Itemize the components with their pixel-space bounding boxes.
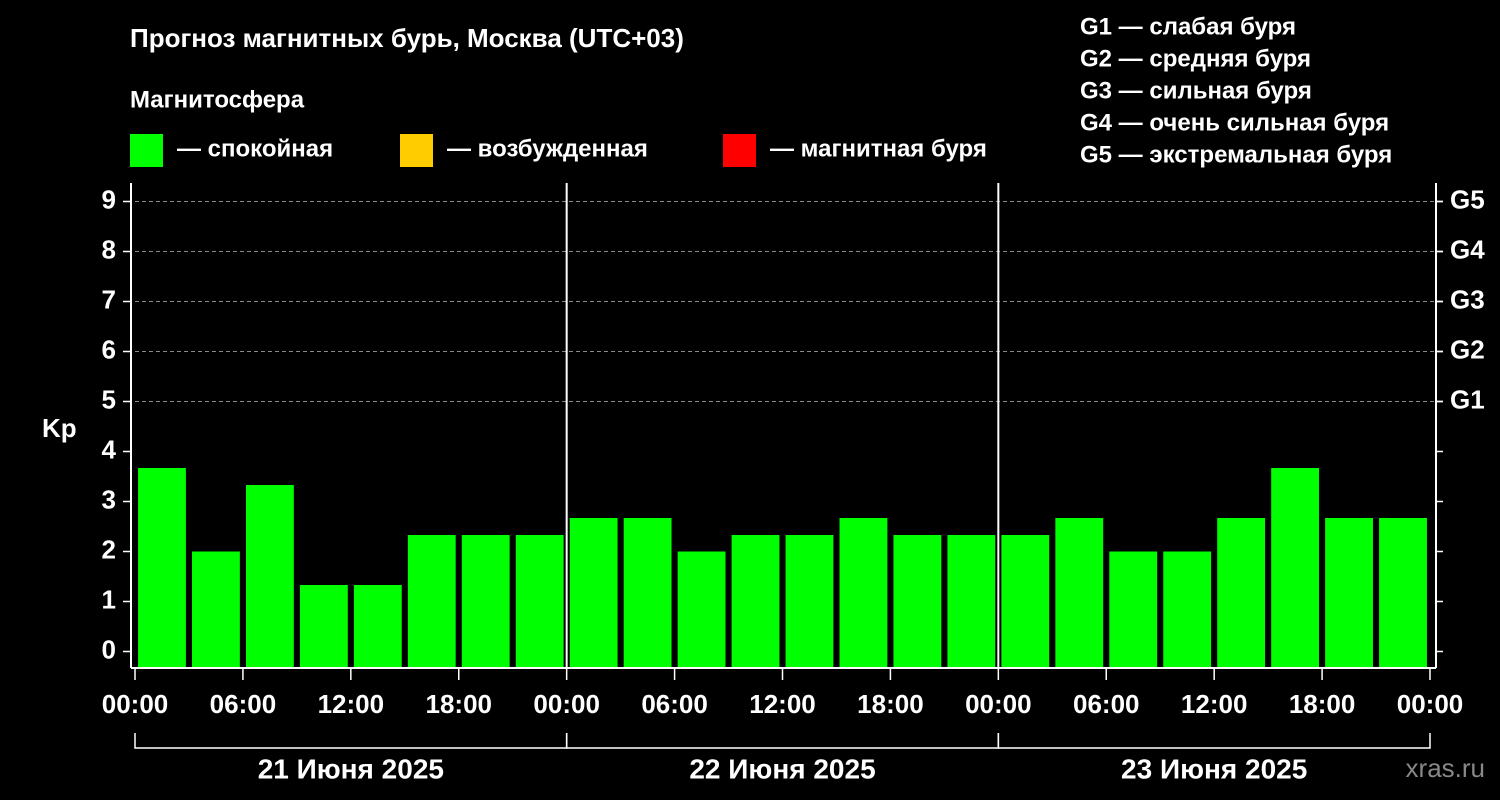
bar xyxy=(1325,518,1373,668)
bar xyxy=(407,535,456,668)
bar xyxy=(245,485,294,668)
x-tick-label: 18:00 xyxy=(1289,689,1356,719)
y-tick-label: 9 xyxy=(102,184,116,214)
bar xyxy=(461,535,510,668)
y-tick-label: 3 xyxy=(102,484,116,514)
bar xyxy=(893,535,942,668)
bar xyxy=(731,535,780,668)
legend-label: — возбужденная xyxy=(447,135,648,162)
bar xyxy=(839,518,888,668)
day-bracket xyxy=(997,733,1431,749)
bar xyxy=(192,551,240,668)
x-tick-label: 00:00 xyxy=(102,689,169,719)
day-label: 21 Июня 2025 xyxy=(258,753,444,784)
y-tick-label: 8 xyxy=(102,234,116,264)
x-tick-label: 12:00 xyxy=(1181,689,1248,719)
x-tick-label: 18:00 xyxy=(857,689,924,719)
bar xyxy=(677,551,726,668)
day-label: 23 Июня 2025 xyxy=(1121,753,1307,784)
bar xyxy=(569,518,618,668)
bar xyxy=(1217,518,1266,668)
g-scale-label: G4 — очень сильная буря xyxy=(1080,109,1389,136)
legend-swatch xyxy=(130,134,163,167)
y-tick-label: 4 xyxy=(102,434,117,464)
x-tick-label: 06:00 xyxy=(641,689,708,719)
y2-tick-label: G2 xyxy=(1450,334,1485,364)
g-scale-label: G5 — экстремальная буря xyxy=(1080,141,1392,168)
x-tick-label: 18:00 xyxy=(426,689,493,719)
g-scale-label: G1 — слабая буря xyxy=(1080,13,1296,40)
bar xyxy=(138,468,186,668)
g-scale-label: G2 — средняя буря xyxy=(1080,45,1311,72)
g-scale-label: G3 — сильная буря xyxy=(1080,77,1312,104)
y-tick-label: 6 xyxy=(102,334,116,364)
legend-label: — магнитная буря xyxy=(770,135,987,162)
y-tick-label: 1 xyxy=(102,584,116,614)
chart-title: Прогноз магнитных бурь, Москва (UTC+03) xyxy=(130,23,684,53)
day-label: 22 Июня 2025 xyxy=(689,753,875,784)
y-tick-label: 2 xyxy=(102,534,116,564)
bar xyxy=(1001,535,1050,668)
y-tick-label: 7 xyxy=(102,284,116,314)
bar xyxy=(1163,551,1212,668)
bar xyxy=(353,585,402,668)
x-tick-label: 00:00 xyxy=(965,689,1032,719)
y-tick-label: 5 xyxy=(102,384,116,414)
bar xyxy=(1055,518,1104,668)
bar xyxy=(1379,518,1427,668)
legend-label: — спокойная xyxy=(177,135,333,162)
x-tick-label: 12:00 xyxy=(749,689,816,719)
bar xyxy=(947,535,996,668)
bar xyxy=(623,518,672,668)
y2-tick-label: G5 xyxy=(1450,184,1485,214)
x-tick-label: 06:00 xyxy=(210,689,277,719)
bar xyxy=(299,585,348,668)
bar xyxy=(515,535,564,668)
x-tick-label: 00:00 xyxy=(1397,689,1464,719)
y-tick-label: 0 xyxy=(102,634,116,664)
bar xyxy=(1271,468,1320,668)
x-tick-label: 12:00 xyxy=(318,689,385,719)
y2-tick-label: G4 xyxy=(1450,234,1485,264)
y2-tick-label: G3 xyxy=(1450,284,1485,314)
watermark: xras.ru xyxy=(1406,753,1485,783)
x-tick-label: 00:00 xyxy=(533,689,600,719)
legend-swatch xyxy=(723,134,756,167)
x-tick-label: 06:00 xyxy=(1073,689,1140,719)
legend-title: Магнитосфера xyxy=(130,86,305,113)
legend-swatch xyxy=(400,134,433,167)
bar xyxy=(1109,551,1158,668)
y2-tick-label: G1 xyxy=(1450,384,1485,414)
y-axis-label: Kp xyxy=(42,413,77,443)
bar xyxy=(785,535,834,668)
